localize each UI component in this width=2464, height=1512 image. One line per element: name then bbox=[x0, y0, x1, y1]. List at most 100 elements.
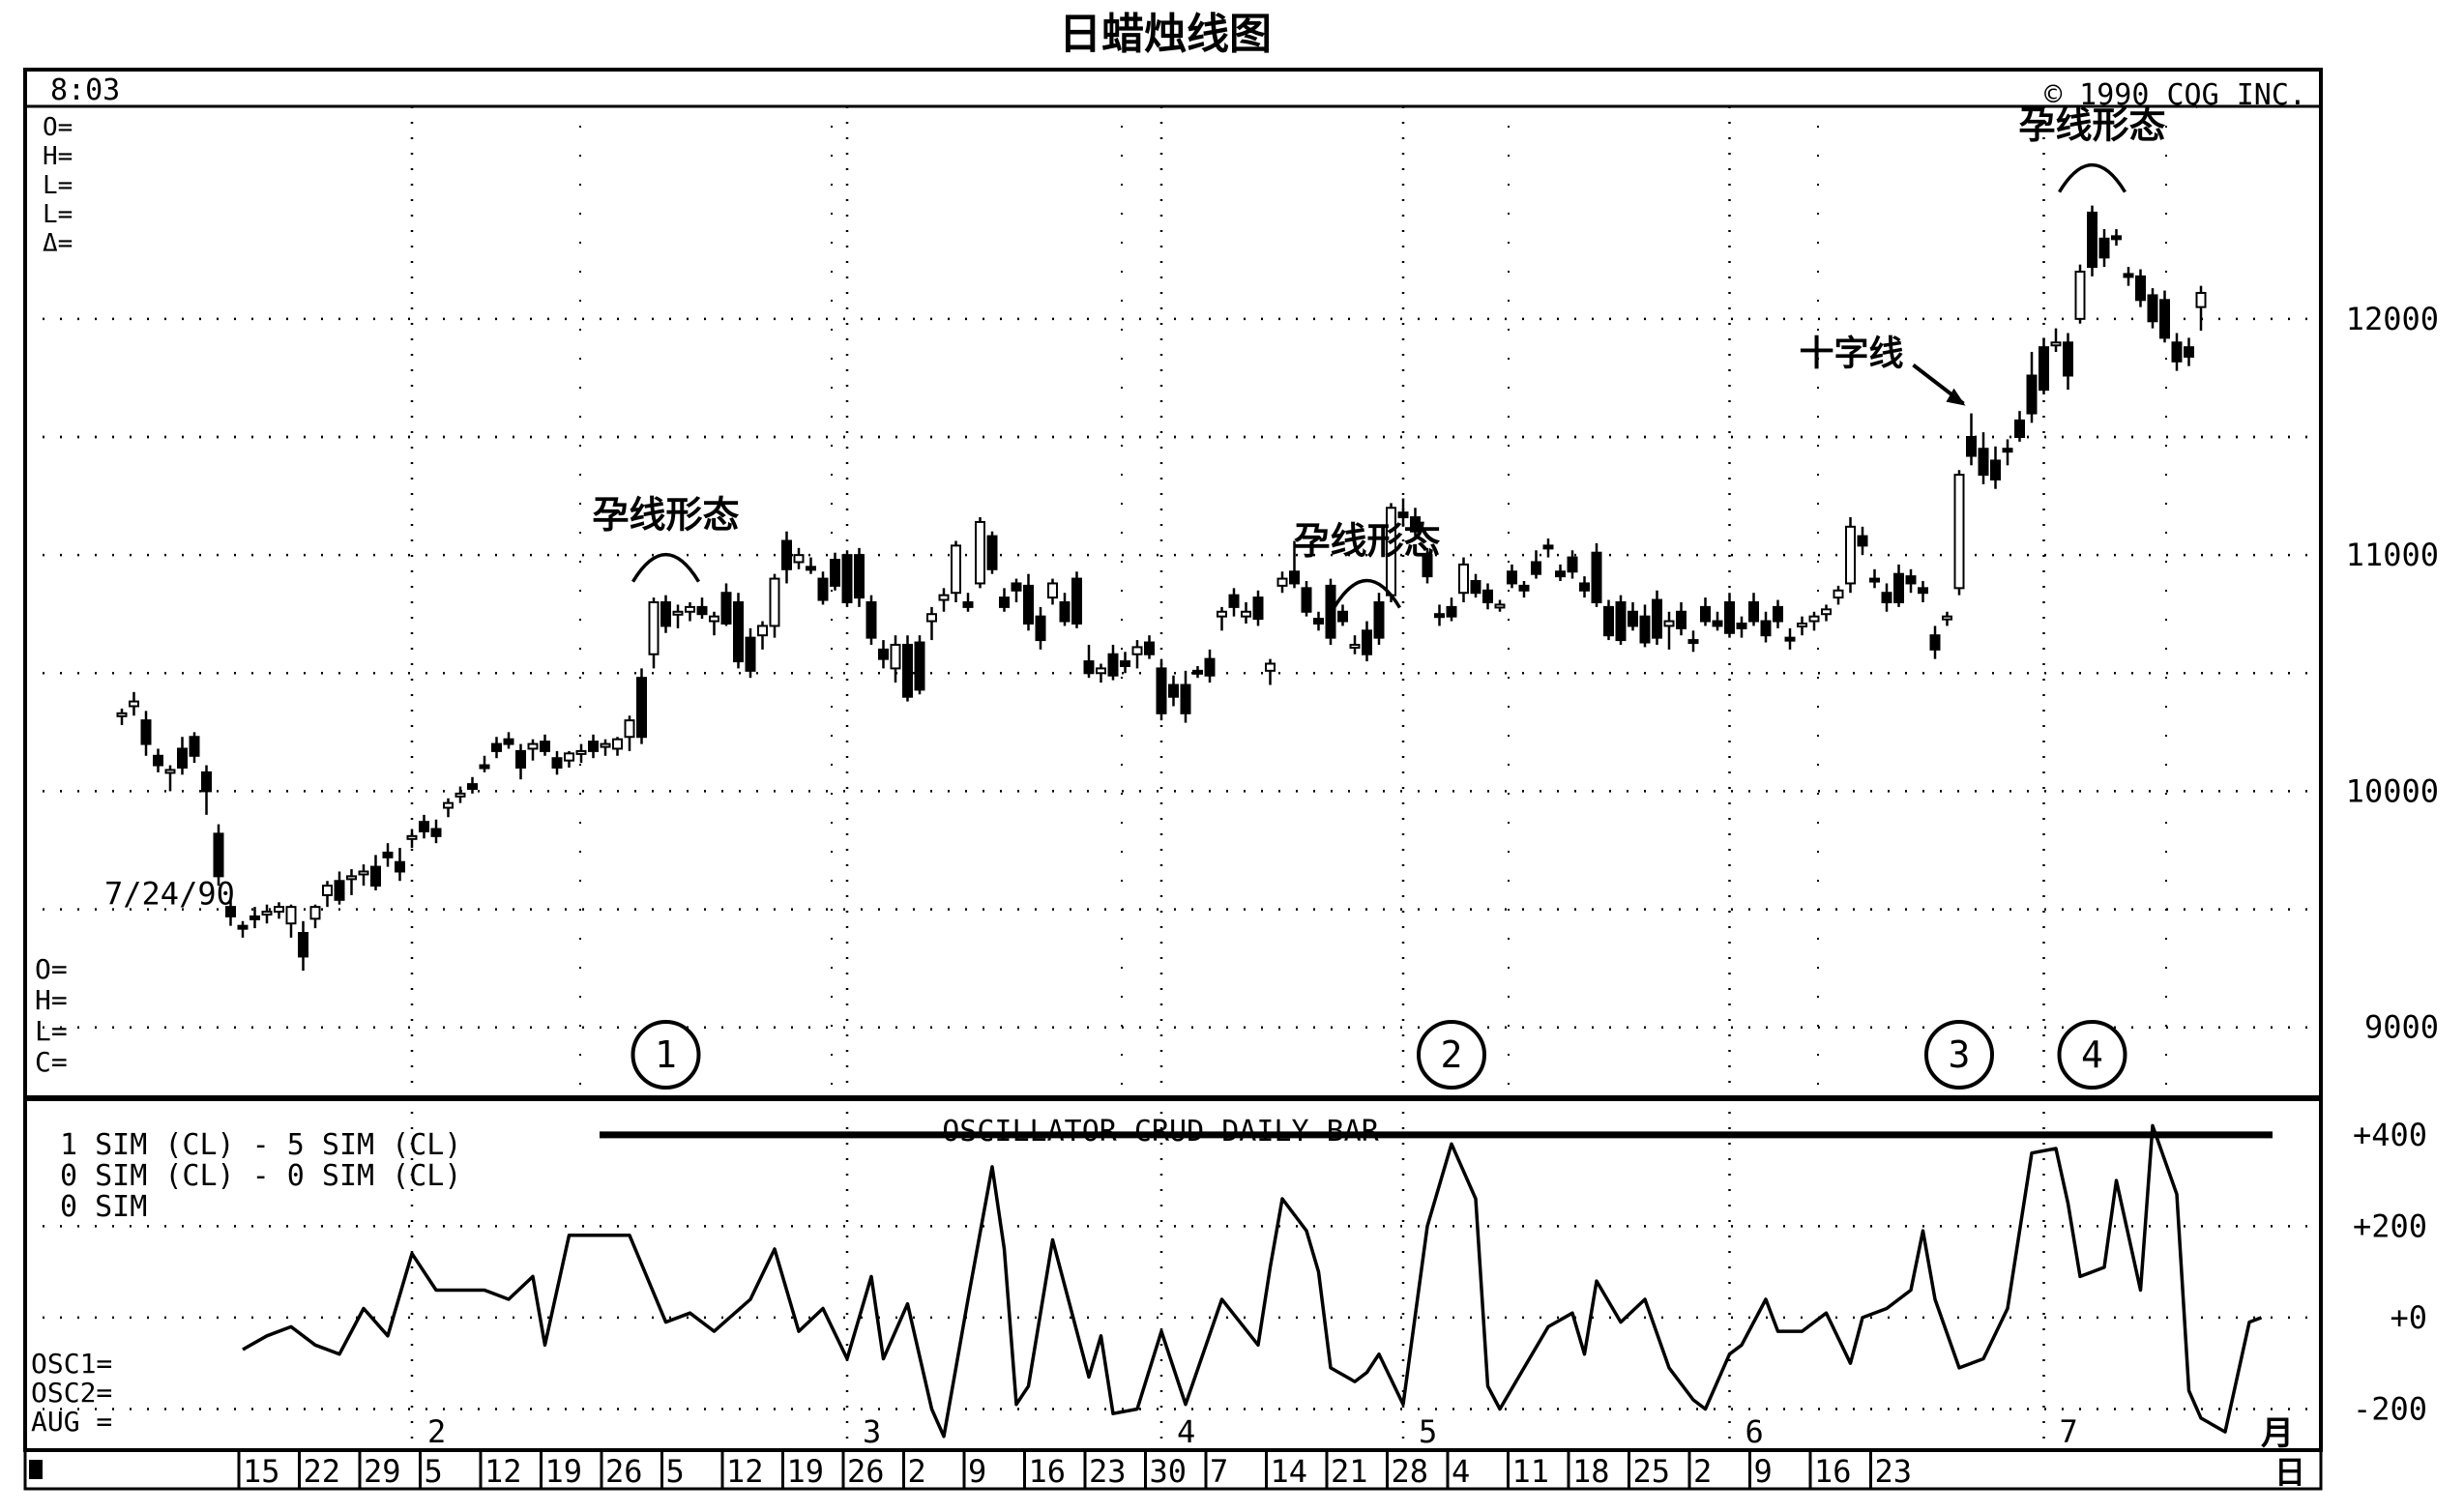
candle-body-up bbox=[1663, 620, 1675, 627]
day-label: 7 bbox=[1210, 1453, 1228, 1490]
candle-body-down bbox=[2159, 299, 2170, 339]
oscillator-readout: AUG = bbox=[31, 1406, 112, 1438]
candle-body-down bbox=[1628, 610, 1638, 627]
candle-body-up bbox=[1458, 563, 1469, 595]
candle-body-down bbox=[1337, 610, 1348, 623]
day-label: 2 bbox=[1693, 1453, 1712, 1490]
candle-body-down bbox=[1905, 575, 1917, 585]
day-label: 2 bbox=[908, 1453, 926, 1490]
signal-marker-number: 2 bbox=[1441, 1033, 1463, 1076]
oscillator-series bbox=[242, 1123, 2263, 1439]
signal-markers: 1 2 3 4 bbox=[631, 1020, 2127, 1090]
candle-body-down bbox=[1325, 584, 1336, 639]
candle-body-up bbox=[951, 544, 961, 595]
osc-tick-label: +200 bbox=[2353, 1207, 2427, 1244]
candle-body-up bbox=[1494, 603, 1506, 609]
candle-body-down bbox=[2014, 419, 2025, 438]
price-readout: O= bbox=[35, 953, 68, 985]
candle-body-down bbox=[395, 860, 405, 873]
price-readout: H= bbox=[35, 984, 68, 1016]
price-readout: L= bbox=[43, 200, 73, 229]
month-label: 2 bbox=[427, 1413, 446, 1450]
candle-body-down bbox=[636, 677, 647, 739]
oscillator-setting: 0 SIM (CL) - 0 SIM (CL) bbox=[60, 1159, 461, 1193]
candle-body-down bbox=[1434, 613, 1445, 619]
candle-body-up bbox=[285, 906, 297, 925]
candle-body-down bbox=[1144, 641, 1155, 655]
candle-body-down bbox=[1059, 601, 1071, 623]
candle-body-up bbox=[926, 613, 937, 623]
day-label: 11 bbox=[1512, 1453, 1550, 1490]
candle-body-down bbox=[1881, 592, 1892, 604]
price-tick-label: 11000 bbox=[2346, 537, 2439, 573]
candle-body-down bbox=[962, 601, 974, 608]
candle-body-up bbox=[612, 738, 623, 750]
axis-corner-box bbox=[29, 1460, 43, 1479]
price-readout: C= bbox=[35, 1046, 68, 1078]
candle-body-down bbox=[1518, 584, 1530, 592]
candle-body-down bbox=[817, 577, 829, 601]
candle-body-down bbox=[1918, 587, 1928, 595]
candle-body-down bbox=[1591, 551, 1602, 604]
start-date-label: 7/24/90 bbox=[104, 876, 235, 913]
day-label: 5 bbox=[666, 1453, 685, 1490]
candle-body-down bbox=[2184, 346, 2194, 358]
candle-body-up bbox=[1217, 610, 1227, 618]
price-grid bbox=[25, 106, 2321, 1450]
candle-body-down bbox=[467, 783, 478, 790]
oscillator-readout: OSC2= bbox=[31, 1377, 112, 1409]
candle-body-down bbox=[1652, 598, 1662, 639]
day-label: 9 bbox=[1754, 1453, 1773, 1490]
candle-body-down bbox=[201, 771, 212, 793]
candle-body-up bbox=[261, 911, 273, 916]
candle-body-down bbox=[999, 596, 1010, 608]
oscillator-title: OSCILLATOR CRUD DAILY BAR bbox=[942, 1115, 1379, 1149]
candlestick-series bbox=[116, 205, 2207, 972]
candle-body-down bbox=[1204, 657, 1216, 677]
candle-body-up bbox=[164, 769, 176, 774]
candle-body-down bbox=[1893, 572, 1904, 604]
annotation-arc bbox=[631, 553, 700, 583]
annotation-label: 孕线形态 bbox=[592, 494, 739, 537]
osc-tick-label: -200 bbox=[2353, 1390, 2427, 1427]
candle-body-down bbox=[1301, 587, 1312, 613]
candle-body-down bbox=[1410, 516, 1421, 533]
candle-body-down bbox=[854, 554, 865, 599]
signal-marker-number: 4 bbox=[2081, 1033, 2103, 1076]
candle-body-down bbox=[2123, 273, 2134, 278]
candle-body-down bbox=[1228, 594, 1240, 608]
candle-body-down bbox=[696, 605, 708, 616]
chart-title: 日蜡烛线图 bbox=[1059, 10, 1272, 59]
candle-body-down bbox=[1071, 577, 1082, 625]
candle-body-down bbox=[720, 592, 732, 625]
candle-body-down bbox=[1978, 448, 1989, 477]
candle-body-up bbox=[116, 712, 128, 717]
candle-body-down bbox=[1700, 605, 1711, 623]
candle-body-down bbox=[1470, 580, 1481, 595]
signal-marker-number: 1 bbox=[655, 1033, 677, 1076]
candle-body-down bbox=[830, 559, 840, 587]
candle-body-down bbox=[745, 636, 756, 672]
candle-body-up bbox=[938, 594, 950, 601]
candle-body-up bbox=[274, 906, 284, 914]
candle-body-down bbox=[153, 754, 163, 767]
day-label: 12 bbox=[726, 1453, 764, 1490]
annotation-label: 十字线 bbox=[1799, 334, 1903, 374]
candle-body-down bbox=[177, 747, 188, 770]
oscillator-setting: 0 SIM bbox=[60, 1190, 147, 1224]
candle-body-down bbox=[1168, 683, 1179, 698]
candle-body-down bbox=[1929, 634, 1941, 651]
candle-body-up bbox=[455, 792, 466, 798]
month-unit: 月 bbox=[2261, 1414, 2294, 1453]
month-label: 3 bbox=[863, 1413, 881, 1450]
day-unit: 日 bbox=[2274, 1454, 2305, 1491]
price-tick-label: 9000 bbox=[2364, 1009, 2439, 1046]
candle-body-down bbox=[1687, 639, 1699, 645]
candle-body-down bbox=[1023, 584, 1034, 625]
candle-body-up bbox=[1265, 662, 1276, 672]
candle-body-down bbox=[1555, 570, 1566, 578]
day-label: 30 bbox=[1150, 1453, 1188, 1490]
candle-body-down bbox=[1639, 615, 1651, 644]
candle-body-down bbox=[140, 719, 152, 745]
signal-marker-circle bbox=[631, 1020, 701, 1090]
